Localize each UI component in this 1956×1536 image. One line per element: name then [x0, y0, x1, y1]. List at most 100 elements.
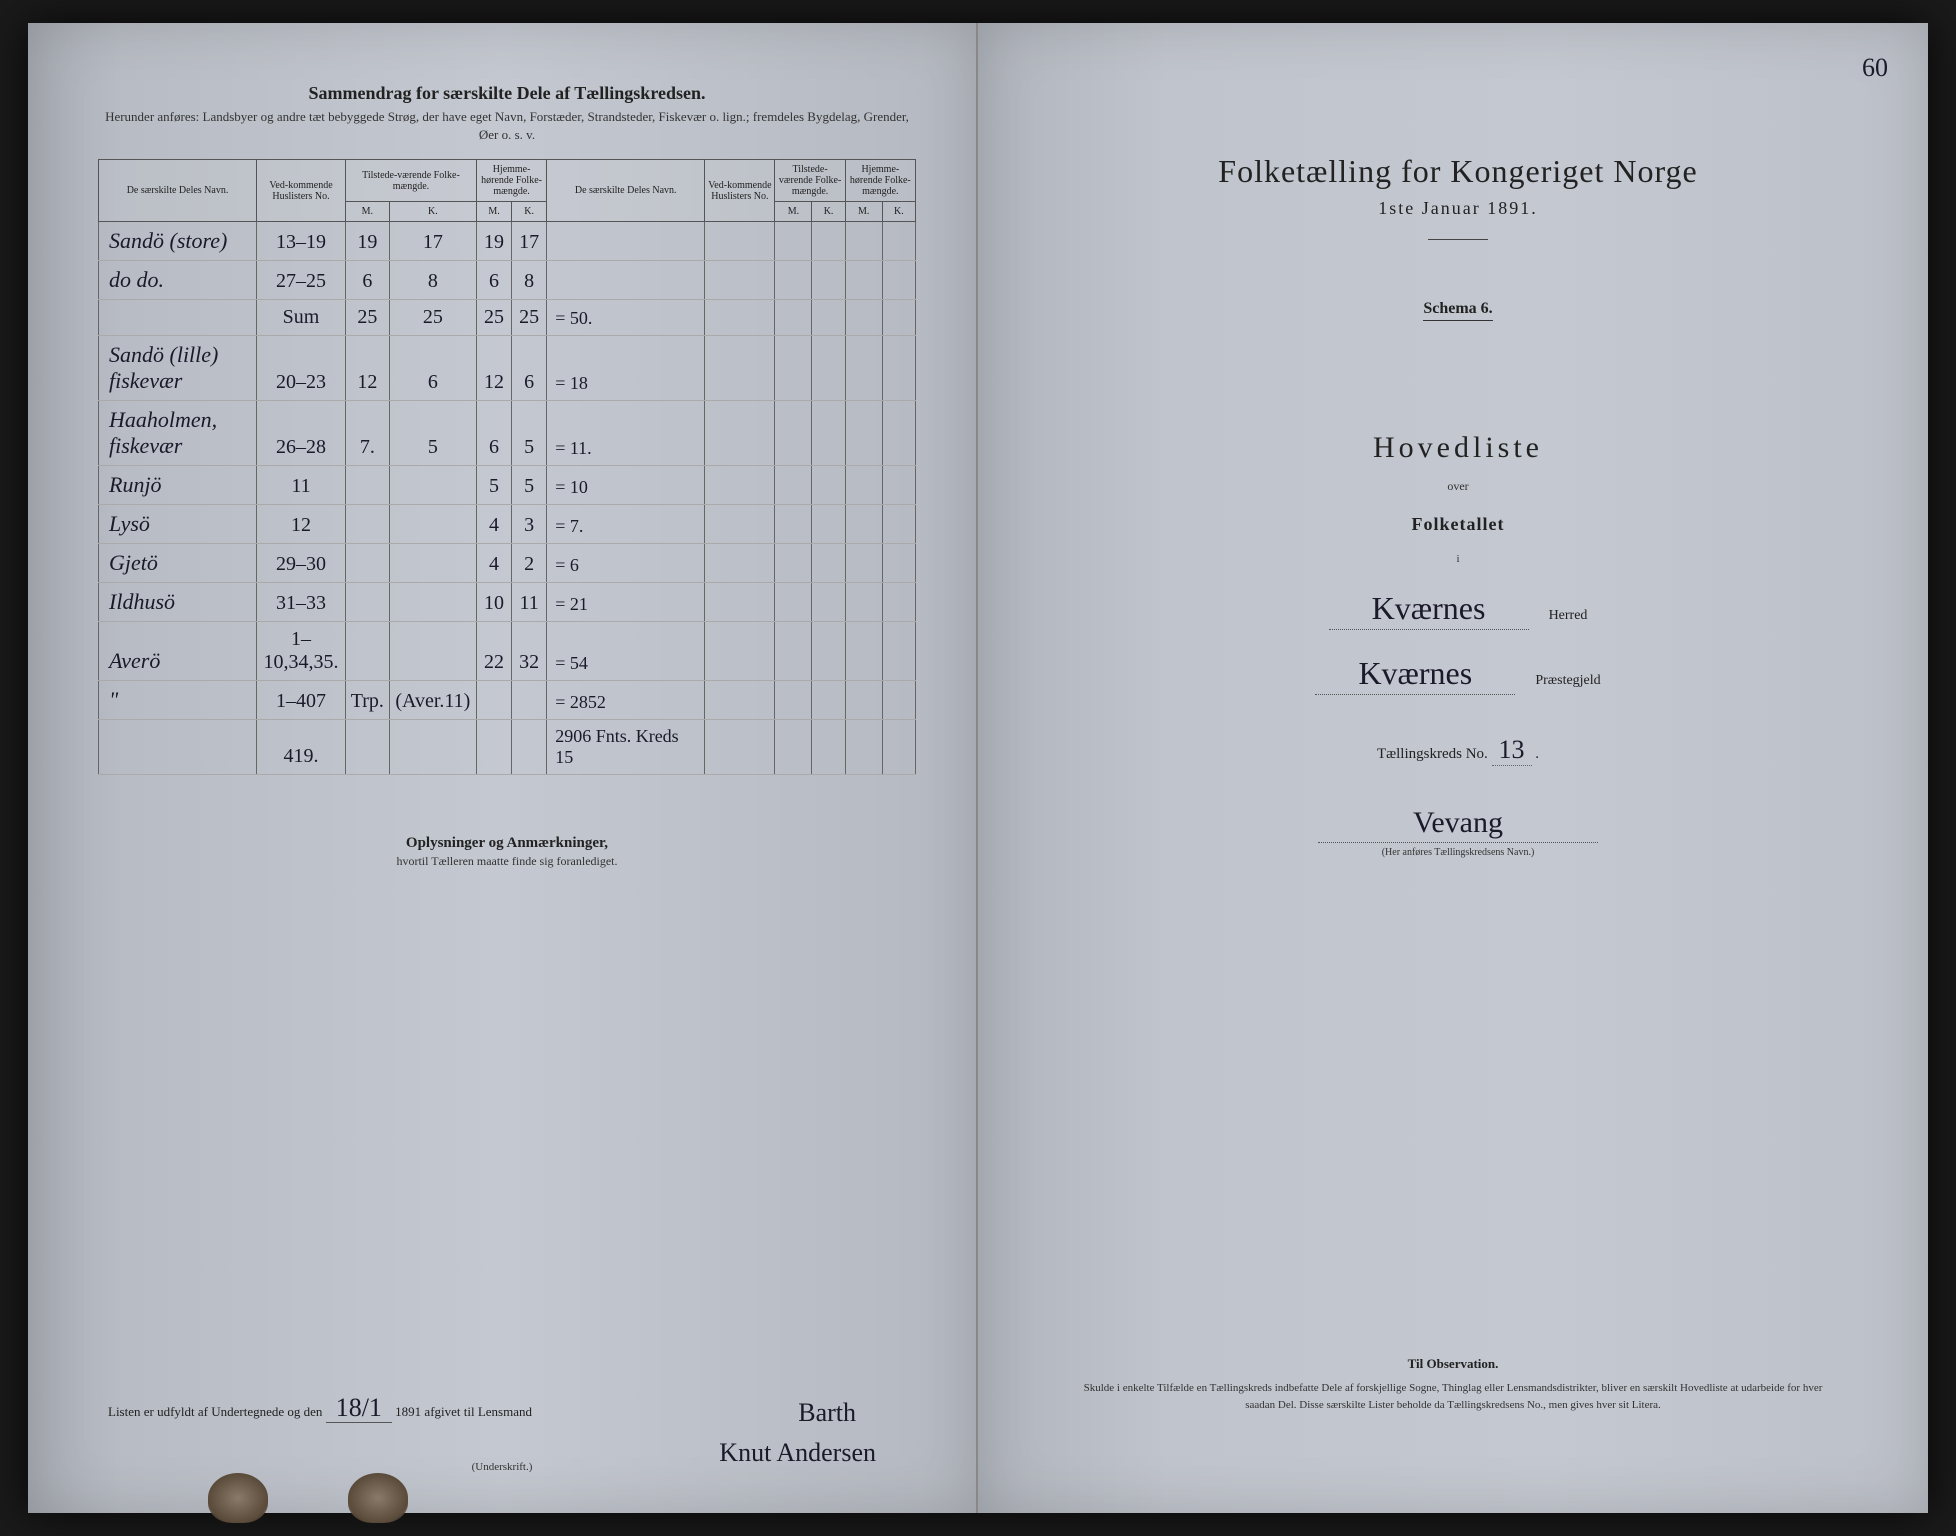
cell-hk: 3 — [512, 505, 547, 544]
left-header: Sammendrag for særskilte Dele af Tælling… — [98, 83, 916, 144]
cell-hus: 11 — [257, 466, 346, 505]
cell-tk — [389, 583, 476, 622]
cell-note: = 11. — [547, 401, 705, 466]
table-row: Sandö (lille) fiskevær20–23126126= 18 — [99, 336, 916, 401]
table-row: do do.27–256868 — [99, 261, 916, 300]
obs-text: Skulde i enkelte Tilfælde en Tællingskre… — [1068, 1380, 1838, 1413]
census-table: De særskilte Deles Navn. Ved-kommende Hu… — [98, 159, 916, 775]
cell-empty — [812, 300, 845, 336]
cell-tm — [345, 544, 389, 583]
cell-hus: 27–25 — [257, 261, 346, 300]
cell-hm: 19 — [476, 222, 511, 261]
cell-hm: 6 — [476, 401, 511, 466]
cell-tk — [389, 505, 476, 544]
cell-empty — [882, 505, 915, 544]
cell-hk: 5 — [512, 466, 547, 505]
cell-empty — [845, 336, 882, 401]
cell-hk — [512, 681, 547, 720]
cell-tm — [345, 622, 389, 681]
census-title: Folketælling for Kongeriget Norge — [1058, 153, 1858, 190]
cell-name: do do. — [99, 261, 257, 300]
kreds-number: 13 — [1492, 735, 1532, 766]
col-m: M. — [476, 202, 511, 222]
cell-hm: 10 — [476, 583, 511, 622]
cell-empty — [705, 622, 775, 681]
cell-tk — [389, 544, 476, 583]
cell-tm: 25 — [345, 300, 389, 336]
summary-title: Sammendrag for særskilte Dele af Tælling… — [98, 83, 916, 104]
remarks-sub: hvortil Tælleren maatte finde sig foranl… — [98, 854, 916, 869]
cell-hus: 419. — [257, 720, 346, 775]
kreds-name-row: Vevang (Her anføres Tællingskredsens Nav… — [1058, 806, 1858, 858]
cell-empty — [705, 336, 775, 401]
thumb-shadow — [348, 1473, 408, 1523]
col-name: De særskilte Deles Navn. — [99, 160, 257, 222]
cell-hm: 4 — [476, 544, 511, 583]
col-m: M. — [775, 202, 812, 222]
cell-empty — [845, 720, 882, 775]
cell-empty — [812, 681, 845, 720]
cell-empty — [882, 261, 915, 300]
sig-mid: 1891 afgivet til Lensmand — [395, 1404, 532, 1419]
herred-value: Kværnes — [1329, 590, 1529, 630]
title-block: Folketælling for Kongeriget Norge 1ste J… — [1058, 73, 1858, 858]
cell-hm: 22 — [476, 622, 511, 681]
cell-hk: 17 — [512, 222, 547, 261]
cell-hus: Sum — [257, 300, 346, 336]
cell-empty — [812, 336, 845, 401]
cell-hm — [476, 720, 511, 775]
obs-title: Til Observation. — [1068, 1356, 1838, 1372]
cell-empty — [775, 720, 812, 775]
col-m: M. — [845, 202, 882, 222]
cell-note: = 54 — [547, 622, 705, 681]
cell-hk: 32 — [512, 622, 547, 681]
signature-line: Listen er udfyldt af Undertegnede og den… — [108, 1393, 896, 1423]
cell-empty — [705, 401, 775, 466]
cell-note: = 21 — [547, 583, 705, 622]
cell-empty — [845, 505, 882, 544]
cell-note: 2906 Fnts. Kreds 15 — [547, 720, 705, 775]
cell-empty — [882, 720, 915, 775]
cell-tm — [345, 583, 389, 622]
cell-empty — [882, 544, 915, 583]
cell-empty — [812, 720, 845, 775]
cell-empty — [882, 681, 915, 720]
cell-name: Ildhusö — [99, 583, 257, 622]
cell-empty — [775, 300, 812, 336]
remarks-title: Oplysninger og Anmærkninger, — [98, 835, 916, 852]
cell-empty — [845, 544, 882, 583]
cell-hus: 1–10,34,35. — [257, 622, 346, 681]
cell-note: = 2852 — [547, 681, 705, 720]
col-husliste-2: Ved-kommende Huslisters No. — [705, 160, 775, 222]
cell-empty — [812, 583, 845, 622]
cell-hus: 13–19 — [257, 222, 346, 261]
cell-empty — [882, 401, 915, 466]
thumb-shadow — [208, 1473, 268, 1523]
cell-empty — [775, 583, 812, 622]
cell-empty — [882, 583, 915, 622]
sig-date: 18/1 — [326, 1393, 392, 1423]
cell-hus: 12 — [257, 505, 346, 544]
cell-tm: Trp. — [345, 681, 389, 720]
sig-caption: (Underskrift.) — [28, 1461, 976, 1473]
cell-hk: 6 — [512, 336, 547, 401]
cell-hk: 5 — [512, 401, 547, 466]
cell-empty — [775, 261, 812, 300]
cell-empty — [705, 583, 775, 622]
cell-hk: 25 — [512, 300, 547, 336]
cell-tk — [389, 466, 476, 505]
praeste-row: Kværnes Præstegjeld — [1058, 655, 1858, 695]
cell-hm: 4 — [476, 505, 511, 544]
cell-hus: 31–33 — [257, 583, 346, 622]
cell-hk — [512, 720, 547, 775]
cell-name — [99, 300, 257, 336]
herred-label: Herred — [1549, 608, 1588, 624]
cell-tk: 8 — [389, 261, 476, 300]
col-k: K. — [882, 202, 915, 222]
col-m: M. — [345, 202, 389, 222]
kreds-label: Tællingskreds No. — [1377, 746, 1488, 762]
kreds-name: Vevang — [1318, 806, 1598, 843]
right-page: 60 Folketælling for Kongeriget Norge 1st… — [978, 23, 1928, 1513]
census-date: 1ste Januar 1891. — [1058, 198, 1858, 219]
cell-tk: 6 — [389, 336, 476, 401]
